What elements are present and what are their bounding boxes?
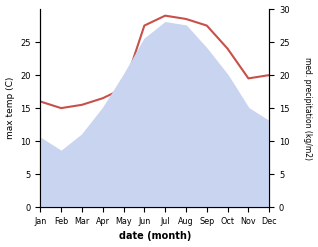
Y-axis label: med. precipitation (kg/m2): med. precipitation (kg/m2): [303, 57, 313, 160]
Y-axis label: max temp (C): max temp (C): [5, 77, 15, 139]
X-axis label: date (month): date (month): [119, 231, 191, 242]
